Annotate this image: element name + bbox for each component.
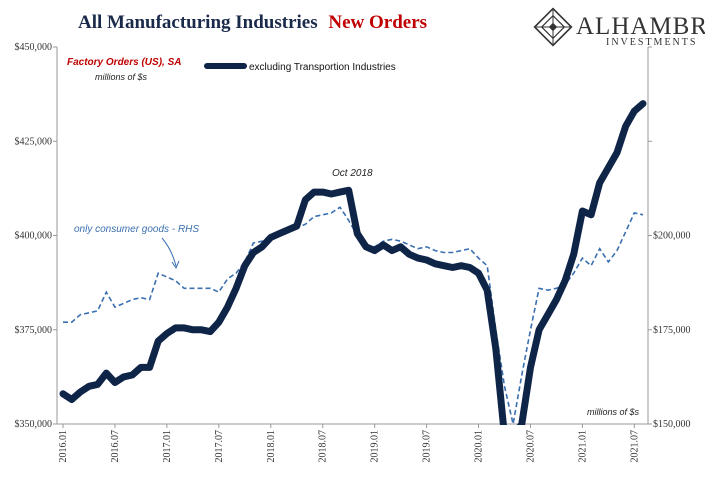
x-tick-label: 2021.01 [577, 430, 588, 463]
left-tick-label: $450,000 [15, 42, 53, 53]
brand-subtitle: INVESTMENTS [606, 37, 697, 48]
logo-diamond-icon [533, 7, 573, 47]
right-tick-label: $175,000 [653, 325, 691, 336]
left-tick-label: $375,000 [15, 325, 53, 336]
left-tick-label: $400,000 [15, 231, 53, 242]
right-tick-label: $150,000 [653, 419, 691, 430]
right-tick-label: $200,000 [653, 231, 691, 242]
x-tick-label: 2016.01 [58, 430, 69, 463]
x-tick-label: 2018.07 [318, 430, 329, 463]
alhambra-logo: ALHAMBRA INVESTMENTS [533, 7, 705, 48]
x-tick-label: 2019.01 [370, 430, 381, 463]
series-ex-transport-line [59, 100, 647, 425]
x-axis: 2016.01 2016.07 2017.01 2017.07 2018.01 2018.… [58, 424, 640, 463]
x-tick-label: 2021.07 [629, 430, 640, 463]
left-tick-label: $350,000 [15, 419, 53, 430]
brand-name: ALHAMBRA [576, 13, 705, 40]
x-tick-label: 2017.07 [214, 430, 225, 463]
left-tick-label: $425,000 [15, 136, 53, 147]
x-tick-label: 2020.01 [474, 430, 485, 463]
peak-annotation: Oct 2018 [332, 168, 373, 179]
left-units-note: millions of $s [95, 72, 148, 82]
annotation-arrow-icon [161, 237, 180, 270]
source-note: Factory Orders (US), SA [67, 57, 181, 68]
x-tick-label: 2019.07 [422, 430, 433, 463]
chart-title-accent: New Orders [328, 12, 427, 33]
legend: excluding Transportion Industries [204, 62, 396, 73]
x-tick-label: 2017.01 [162, 430, 173, 463]
legend-label-ex-transport: excluding Transportion Industries [249, 62, 396, 73]
series-consumer-goods-line [63, 206, 644, 425]
consumer-goods-annotation: only consumer goods - RHS [74, 224, 199, 235]
x-tick-label: 2018.01 [266, 430, 277, 463]
x-tick-label: 2016.07 [110, 430, 121, 463]
right-axis: $150,000 $175,000 $200,000 [648, 46, 691, 430]
chart-title: All Manufacturing Industries New Orders [78, 12, 427, 33]
right-units-note: millions of $s [587, 407, 640, 417]
x-tick-label: 2020.07 [525, 430, 536, 463]
chart-title-main: All Manufacturing Industries [78, 12, 318, 33]
left-axis: $350,000 $375,000 $400,000 $425,000 $450,000 [15, 42, 57, 430]
